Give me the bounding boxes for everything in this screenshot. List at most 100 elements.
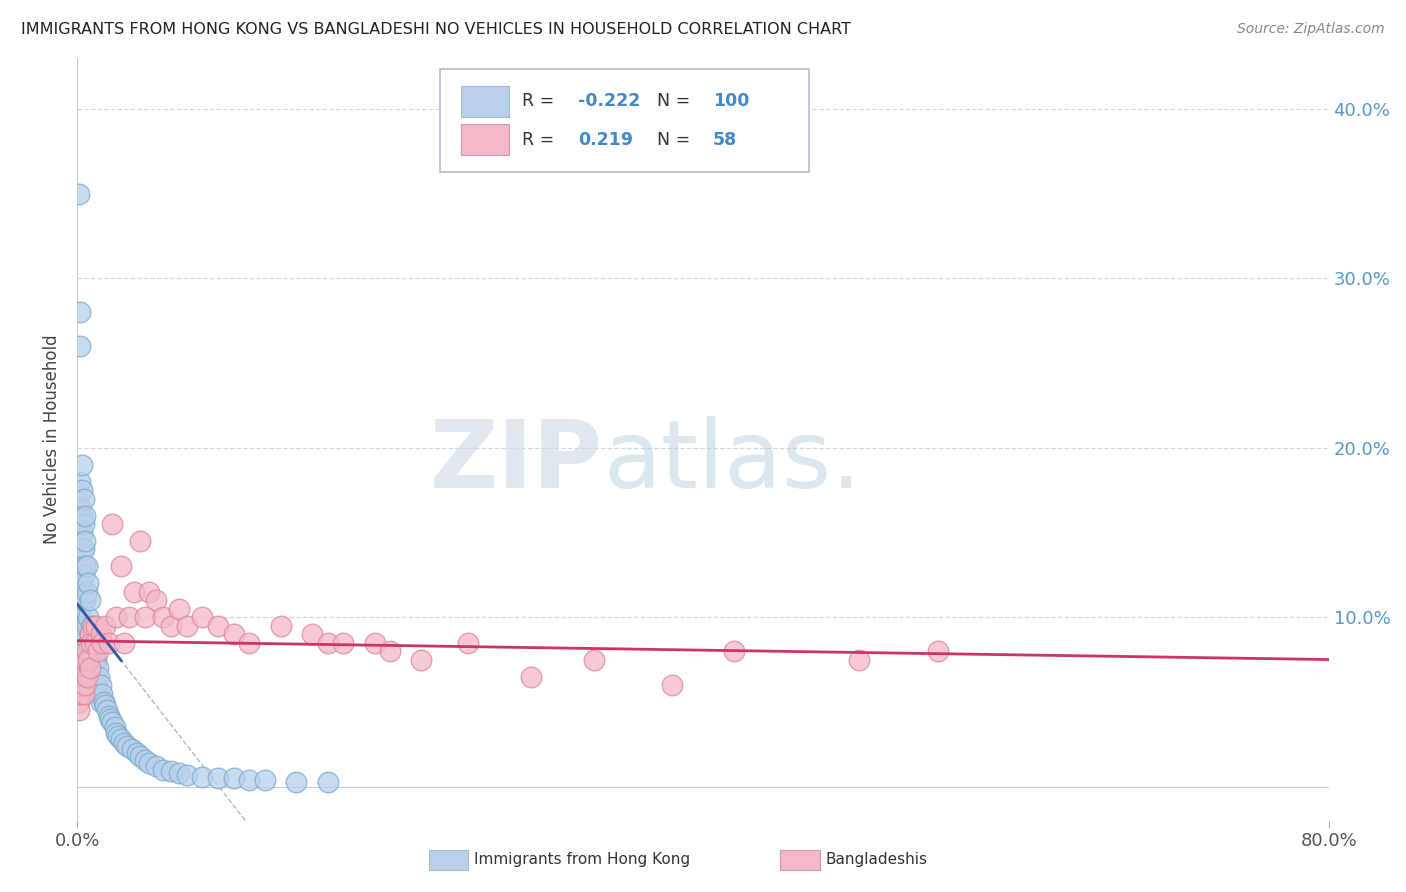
Text: R =: R =: [522, 130, 554, 149]
Point: [70, 525, 93, 540]
Point: [104, 721, 127, 735]
Point: [75, 678, 97, 692]
Point: [77, 635, 100, 649]
Point: [72, 491, 94, 506]
Point: [97, 708, 120, 723]
Point: [67, 186, 90, 201]
Point: [582, 653, 605, 667]
Point: [848, 653, 870, 667]
Text: N =: N =: [657, 93, 690, 111]
Point: [152, 763, 174, 777]
Text: 100: 100: [713, 93, 749, 111]
Point: [134, 753, 156, 767]
Point: [125, 746, 148, 760]
Point: [238, 635, 260, 649]
Point: [160, 619, 183, 633]
Point: [72, 542, 94, 557]
Point: [110, 559, 132, 574]
Point: [100, 715, 122, 730]
Point: [79, 593, 101, 607]
Point: [69, 619, 91, 633]
Point: [84, 678, 107, 692]
Point: [97, 635, 120, 649]
Text: 58: 58: [713, 130, 737, 149]
Point: [145, 593, 167, 607]
Point: [75, 593, 97, 607]
Point: [72, 644, 94, 658]
FancyBboxPatch shape: [461, 87, 509, 117]
Point: [90, 695, 112, 709]
Point: [105, 725, 128, 739]
FancyBboxPatch shape: [440, 70, 810, 172]
Point: [75, 653, 97, 667]
Point: [76, 653, 98, 667]
Point: [380, 644, 402, 658]
Point: [84, 653, 107, 667]
Point: [363, 635, 385, 649]
Point: [67, 687, 90, 701]
Point: [69, 339, 91, 353]
Point: [122, 585, 145, 599]
Point: [69, 533, 91, 548]
Point: [98, 712, 121, 726]
Point: [207, 771, 229, 786]
Point: [67, 576, 90, 591]
Point: [67, 695, 90, 709]
Point: [121, 742, 143, 756]
Text: IMMIGRANTS FROM HONG KONG VS BANGLADESHI NO VEHICLES IN HOUSEHOLD CORRELATION CH: IMMIGRANTS FROM HONG KONG VS BANGLADESHI…: [21, 22, 851, 37]
Point: [176, 619, 198, 633]
Point: [316, 635, 339, 649]
Point: [79, 653, 101, 667]
Point: [167, 602, 190, 616]
Point: [69, 500, 91, 514]
Point: [112, 635, 135, 649]
Text: Immigrants from Hong Kong: Immigrants from Hong Kong: [474, 853, 690, 867]
Point: [176, 768, 198, 782]
Point: [285, 774, 308, 789]
Point: [152, 610, 174, 624]
Point: [69, 305, 91, 319]
Point: [72, 669, 94, 683]
Point: [191, 610, 214, 624]
Point: [72, 687, 94, 701]
Point: [91, 635, 114, 649]
Point: [117, 739, 139, 753]
Point: [145, 759, 167, 773]
Point: [86, 661, 108, 675]
Point: [100, 517, 122, 532]
Point: [167, 766, 190, 780]
Point: [70, 458, 93, 472]
Point: [301, 627, 323, 641]
Point: [70, 542, 93, 557]
Text: -0.222: -0.222: [578, 93, 640, 111]
Point: [83, 644, 105, 658]
Point: [80, 644, 103, 658]
Point: [82, 653, 104, 667]
Point: [138, 585, 160, 599]
Point: [79, 627, 101, 641]
Point: [134, 610, 156, 624]
Point: [82, 619, 104, 633]
Point: [67, 703, 90, 717]
Point: [90, 627, 112, 641]
Point: [76, 678, 98, 692]
Point: [129, 533, 152, 548]
Point: [457, 635, 479, 649]
Point: [67, 678, 90, 692]
Point: [661, 678, 683, 692]
Point: [67, 653, 90, 667]
Text: Bangladeshis: Bangladeshis: [825, 853, 928, 867]
Point: [75, 653, 97, 667]
Point: [70, 635, 93, 649]
Point: [70, 661, 93, 675]
Text: R =: R =: [522, 93, 554, 111]
Point: [138, 756, 160, 770]
Point: [110, 732, 132, 747]
Point: [207, 619, 229, 633]
Point: [253, 772, 276, 787]
Point: [94, 619, 117, 633]
Point: [76, 644, 98, 658]
Point: [69, 687, 91, 701]
Point: [332, 635, 354, 649]
Point: [75, 559, 97, 574]
